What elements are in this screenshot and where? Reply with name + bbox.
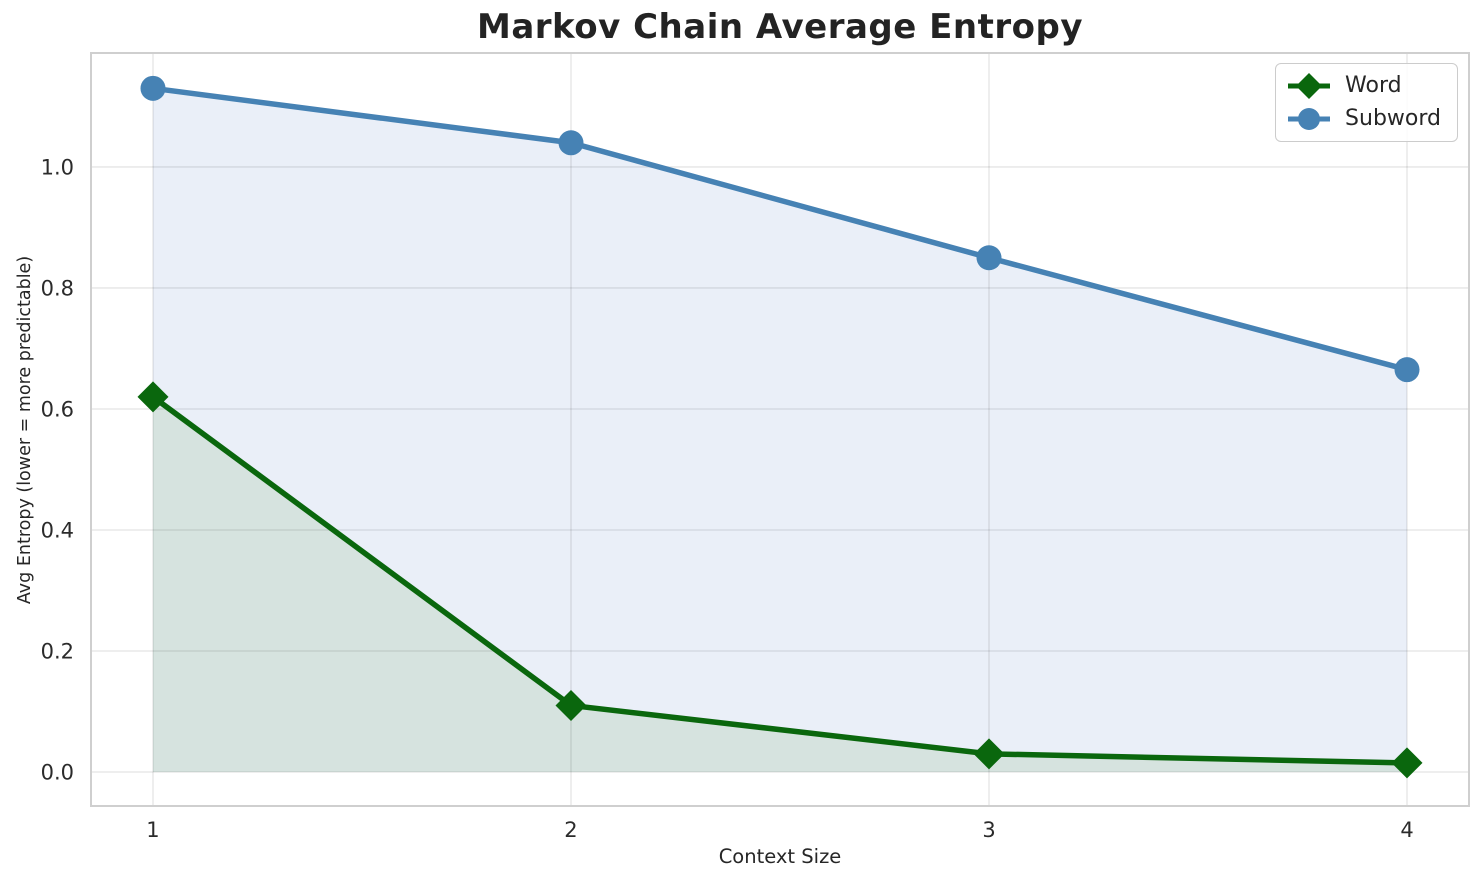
word-diamond-icon bbox=[1288, 73, 1331, 99]
subword-marker bbox=[1394, 357, 1420, 383]
subword-marker bbox=[976, 245, 1002, 271]
subword-marker bbox=[140, 75, 166, 101]
x-tick-label: 1 bbox=[146, 818, 159, 842]
subword-circle-icon bbox=[1288, 108, 1331, 130]
y-tick-label: 0.0 bbox=[41, 760, 74, 784]
x-tick-label: 2 bbox=[564, 818, 577, 842]
word-marker bbox=[555, 689, 587, 721]
legend-label-subword: Subword bbox=[1345, 106, 1441, 132]
y-tick-label: 0.6 bbox=[41, 397, 74, 421]
x-axis-label: Context Size bbox=[718, 845, 842, 868]
legend-item-word: Word bbox=[1285, 71, 1441, 101]
y-axis-label: Avg Entropy (lower = more predictable) bbox=[15, 255, 35, 605]
word-line bbox=[150, 394, 1410, 766]
subword-marker bbox=[558, 130, 584, 156]
y-tick-label: 0.2 bbox=[41, 639, 74, 663]
subword-area-fill bbox=[152, 88, 1408, 772]
word-area-fill bbox=[152, 396, 1408, 772]
word-marker bbox=[973, 738, 1005, 770]
y-tick-label: 0.4 bbox=[41, 518, 74, 542]
x-tick-label: 3 bbox=[982, 818, 995, 842]
legend-label-word: Word bbox=[1345, 73, 1402, 99]
x-tick-label: 4 bbox=[1400, 818, 1413, 842]
y-tick-label: 1.0 bbox=[41, 155, 74, 179]
word-marker bbox=[1391, 747, 1423, 779]
legend: Word Subword bbox=[1275, 63, 1458, 142]
legend-item-subword: Subword bbox=[1285, 104, 1441, 134]
chart-title: Markov Chain Average Entropy bbox=[477, 7, 1083, 47]
y-tick-label: 0.8 bbox=[41, 276, 74, 300]
word-marker bbox=[137, 381, 169, 413]
plot-border bbox=[90, 52, 1470, 807]
subword-line bbox=[150, 85, 1410, 373]
